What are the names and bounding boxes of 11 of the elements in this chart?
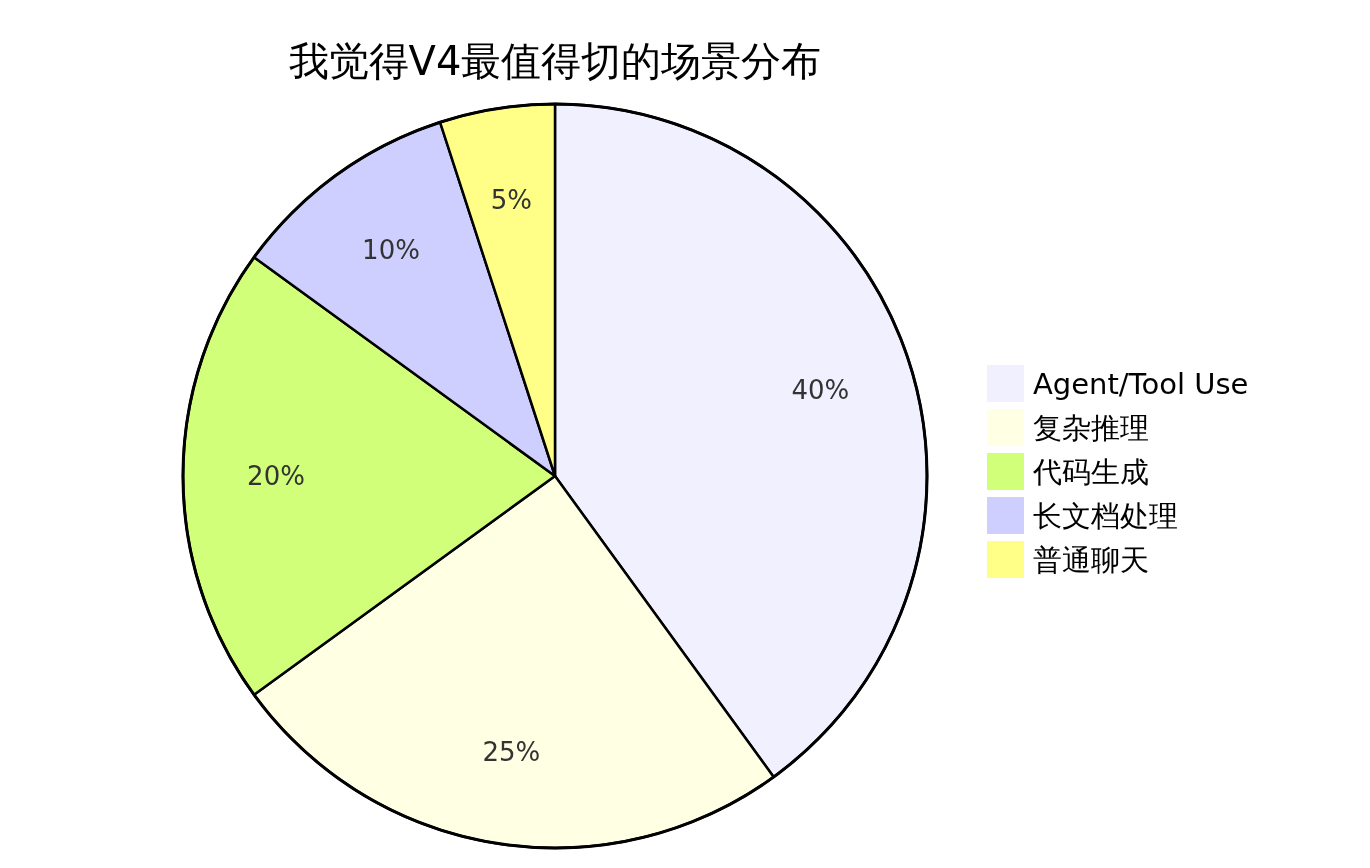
chart-title: 我觉得V4最值得切的场景分布 — [288, 38, 822, 84]
legend-label: 复杂推理 — [1033, 411, 1149, 445]
data-label: 10% — [362, 235, 420, 266]
data-label: 5% — [490, 185, 532, 216]
legend-label: 长文档处理 — [1033, 499, 1178, 533]
legend-label: 代码生成 — [1032, 455, 1149, 489]
data-label: 40% — [791, 374, 850, 405]
legend-label: 普通聊天 — [1033, 543, 1149, 577]
data-label: 20% — [247, 461, 305, 491]
slice-label: Agent/Tool Use — [1033, 367, 1249, 401]
data-label: 25% — [482, 736, 541, 767]
